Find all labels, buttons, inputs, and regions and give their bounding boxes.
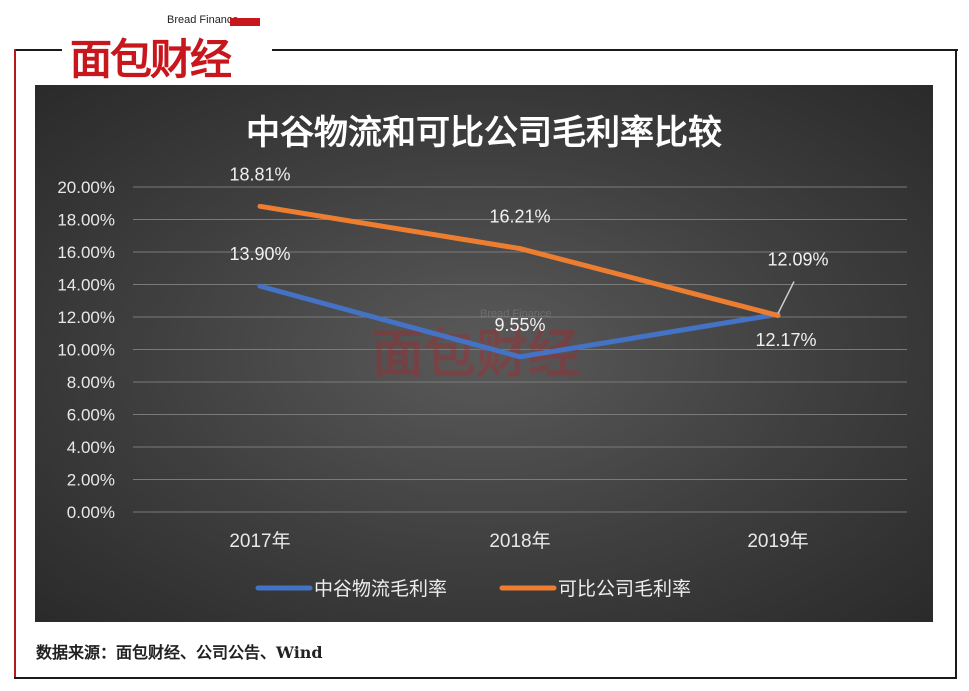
y-tick-label: 10.00% — [57, 341, 115, 360]
gridlines — [133, 186, 907, 513]
logo-accent-bar — [230, 18, 260, 26]
data-label-leader — [777, 281, 795, 314]
y-tick-label: 2.00% — [67, 471, 115, 490]
frame-top-line — [14, 49, 958, 51]
y-tick-label: 6.00% — [67, 406, 115, 425]
y-tick-label: 12.00% — [57, 308, 115, 327]
chart-title: 中谷物流和可比公司毛利率比较 — [246, 114, 722, 152]
data-label: 13.90% — [229, 244, 290, 264]
y-axis-tick-labels: 0.00% 2.00% 4.00% 6.00% 8.00% 10.00% 12.00% 14.… — [57, 178, 115, 522]
y-tick-label: 18.00% — [57, 211, 115, 230]
y-tick-label: 4.00% — [67, 438, 115, 457]
data-label: 16.21% — [489, 207, 550, 227]
data-label: 9.55% — [494, 315, 545, 335]
watermark-chinese: 面包财经 — [372, 326, 580, 384]
y-tick-label: 14.00% — [57, 276, 115, 295]
x-tick-label: 2018年 — [489, 530, 550, 552]
data-label: 18.81% — [229, 164, 290, 184]
y-tick-label: 20.00% — [57, 178, 115, 197]
frame-right-line — [955, 49, 957, 679]
data-label: 12.09% — [767, 250, 828, 270]
data-label: 12.17% — [755, 330, 816, 350]
y-tick-label: 16.00% — [57, 243, 115, 262]
x-tick-label: 2017年 — [229, 530, 290, 552]
logo-english-text: Bread Finance — [167, 14, 239, 26]
brand-logo: Bread Finance 面包财经 — [62, 8, 272, 84]
logo-chinese-text: 面包财经 — [70, 35, 232, 84]
y-tick-label: 8.00% — [67, 373, 115, 392]
data-labels: 13.90% 9.55% 12.17% 18.81% 16.21% 12.09% — [229, 164, 828, 350]
series-line-2 — [257, 203, 781, 319]
legend-label: 中谷物流毛利率 — [314, 578, 447, 600]
x-tick-label: 2019年 — [747, 530, 808, 552]
series-line-1 — [257, 283, 781, 360]
legend-label: 可比公司毛利率 — [558, 578, 691, 600]
chart-background — [35, 85, 933, 622]
y-tick-label: 0.00% — [67, 503, 115, 522]
source-note: 数据来源：面包财经、公司公告、Wind — [36, 643, 323, 662]
frame-left-line — [14, 49, 16, 679]
series-lines — [257, 203, 781, 360]
frame-bottom-line — [14, 677, 957, 679]
x-axis-tick-labels: 2017年 2018年 2019年 — [229, 530, 808, 552]
legend: 中谷物流毛利率 可比公司毛利率 — [255, 578, 691, 600]
watermark-english: Bread Finance — [480, 308, 552, 320]
